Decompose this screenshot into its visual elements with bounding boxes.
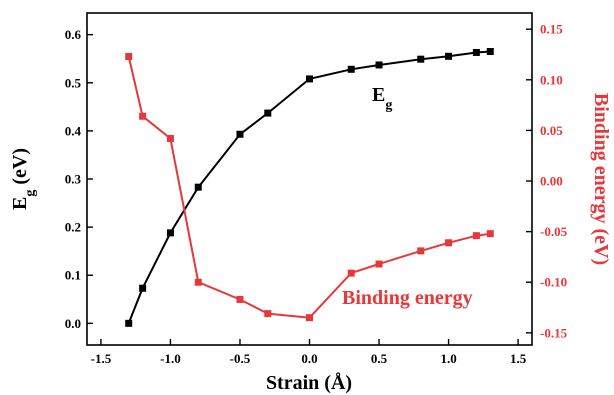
- x-tick-label: 1.5: [510, 351, 527, 366]
- binding-energy-data-point: [264, 310, 272, 318]
- binding-energy-data-point: [417, 247, 425, 255]
- binding-energy-data-point: [236, 295, 244, 303]
- eg-data-point: [486, 47, 494, 55]
- left-y-tick-label: 0.2: [65, 220, 81, 235]
- x-tick-label: -1.5: [91, 351, 112, 366]
- left-y-tick-label: 0.0: [65, 316, 81, 331]
- binding-energy-series-line: [127, 56, 491, 319]
- eg-series-label-main: E: [372, 84, 385, 106]
- binding-energy-data-point: [306, 314, 313, 322]
- x-axis-ticks: -1.5 -1.0 -0.5 0.0 0.5 1.0 1.5: [91, 339, 527, 366]
- right-y-axis-title: Binding energy (eV): [590, 93, 612, 265]
- eg-data-point: [139, 284, 147, 292]
- right-y-tick-label: -0.10: [540, 275, 567, 290]
- right-y-tick-label: 0.05: [540, 123, 563, 138]
- eg-series-line: [127, 50, 491, 324]
- eg-data-point: [472, 48, 480, 56]
- series-layer: [125, 47, 494, 327]
- x-tick-label: 0.5: [371, 351, 388, 366]
- right-y-tick-label: -0.05: [540, 224, 568, 239]
- left-y-axis-title-rest: (eV): [9, 148, 31, 190]
- right-y-axis-ticks: -0.15 -0.10 -0.05 0.00 0.05 0.10 0.15: [526, 22, 568, 340]
- left-y-tick-label: 0.5: [65, 75, 82, 90]
- x-tick-label: 1.0: [440, 351, 456, 366]
- left-y-tick-label: 0.3: [65, 172, 82, 187]
- eg-data-point: [125, 319, 133, 327]
- eg-data-point: [194, 183, 202, 191]
- left-y-axis-title: Eg (eV): [9, 148, 38, 210]
- right-y-tick-label: 0.10: [540, 72, 563, 87]
- x-tick-label: -1.0: [160, 351, 181, 366]
- x-axis-title: Strain (Å): [266, 371, 352, 394]
- eg-data-point: [417, 55, 425, 63]
- binding-energy-data-point: [347, 269, 355, 277]
- binding-energy-data-point: [194, 278, 202, 286]
- x-tick-label: -0.5: [230, 351, 251, 366]
- eg-series-label-sub: g: [385, 98, 392, 113]
- right-y-tick-label: 0.00: [540, 174, 563, 189]
- left-y-axis-title-sub: g: [23, 190, 38, 197]
- binding-energy-data-point: [375, 260, 383, 268]
- eg-data-point: [375, 61, 383, 69]
- left-y-tick-label: 0.1: [65, 268, 81, 283]
- eg-series-label: Eg: [372, 84, 392, 113]
- eg-data-point: [166, 229, 174, 237]
- binding-energy-data-point: [445, 239, 453, 247]
- binding-energy-data-point: [486, 230, 494, 238]
- eg-data-point: [236, 130, 244, 138]
- left-y-tick-label: 0.4: [65, 123, 82, 138]
- left-y-axis-title-main: E: [9, 197, 31, 210]
- binding-energy-data-point: [166, 135, 174, 143]
- left-y-axis-ticks: 0.0 0.1 0.2 0.3 0.4 0.5 0.6: [65, 27, 93, 331]
- eg-data-point: [264, 109, 272, 117]
- binding-energy-series-label: Binding energy: [342, 287, 473, 309]
- eg-data-point: [347, 65, 355, 73]
- eg-data-point: [445, 52, 453, 60]
- eg-data-point: [306, 75, 313, 83]
- right-y-tick-label: 0.15: [540, 22, 563, 37]
- binding-energy-data-point: [125, 53, 133, 61]
- left-y-tick-label: 0.6: [65, 27, 82, 42]
- right-y-tick-label: -0.15: [540, 325, 568, 340]
- binding-energy-data-point: [139, 112, 147, 120]
- binding-energy-data-point: [472, 232, 480, 240]
- x-tick-label: 0.0: [301, 351, 317, 366]
